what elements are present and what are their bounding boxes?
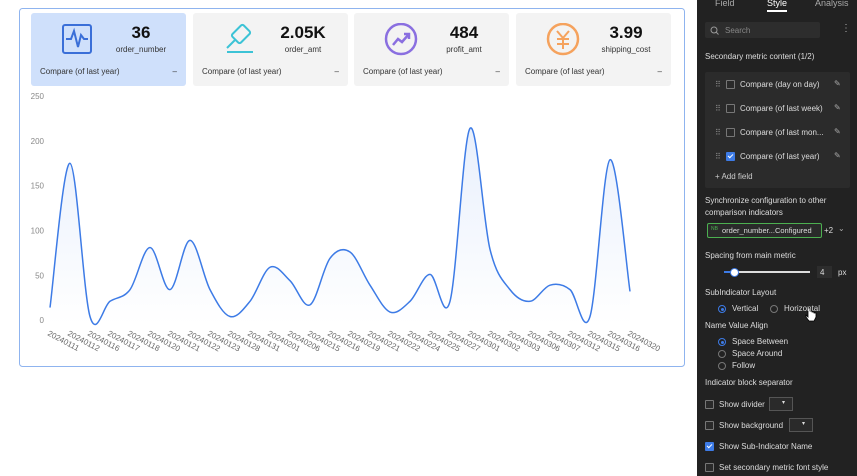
kpi-compare-value: – (172, 67, 177, 76)
metric-item: Compare (of last year) (740, 152, 820, 161)
y-tick-label: 50 (35, 271, 44, 280)
search-placeholder: Search (725, 26, 751, 35)
chart-frame (19, 8, 685, 367)
add-field[interactable]: + Add field (715, 172, 753, 181)
sync-tag[interactable]: NB order_number...Configured (707, 223, 822, 238)
checkbox[interactable] (726, 152, 735, 161)
kpi-name: shipping_cost (601, 45, 651, 54)
y-tick-label: 0 (40, 316, 45, 325)
option-label: Set secondary metric font style (719, 463, 829, 472)
tab[interactable]: Analysis (815, 0, 849, 8)
kpi-compare-value: – (495, 67, 500, 76)
drag-handle[interactable]: ⠿ (715, 104, 721, 113)
edit-icon[interactable]: ✎ (834, 79, 841, 88)
checkbox[interactable] (705, 463, 714, 472)
checkbox[interactable] (705, 400, 714, 409)
kpi-value: 36 (131, 23, 151, 42)
drag-handle[interactable]: ⠿ (715, 80, 721, 89)
y-tick-label: 150 (31, 182, 45, 191)
radio-label: Space Around (732, 349, 783, 358)
radio[interactable] (770, 305, 778, 313)
icon (226, 23, 253, 53)
option-label: Show divider (719, 400, 765, 409)
checkbox[interactable] (726, 80, 735, 89)
kpi-compare-value: – (657, 67, 662, 76)
line (49, 127, 631, 326)
kpi-card[interactable]: 2.05K order_amt Compare (of last year) – (193, 13, 348, 86)
line-area (50, 127, 630, 325)
sync-more[interactable]: +2 (824, 226, 834, 235)
kpi-compare: Compare (of last year) (363, 67, 443, 76)
dropdown-arrow: ⌄ (838, 224, 845, 233)
checkbox[interactable] (705, 442, 714, 451)
checkbox[interactable] (705, 421, 714, 430)
sync-label: Synchronize configuration to other compa… (705, 196, 827, 217)
edit-icon[interactable]: ✎ (834, 151, 841, 160)
drag-handle[interactable]: ⠿ (715, 152, 721, 161)
radio-label: Horizontal (784, 304, 821, 313)
checkbox[interactable] (726, 128, 735, 137)
layout-label: SubIndicator Layout (705, 288, 777, 297)
kpi-card[interactable]: 3.99 shipping_cost Compare (of last year… (516, 13, 671, 86)
kpi-compare: Compare (of last year) (40, 67, 120, 76)
kpi-value: 484 (449, 23, 479, 42)
search-box[interactable]: Search (705, 22, 820, 38)
drag-handle[interactable]: ⠿ (715, 128, 721, 137)
kpi-compare: Compare (of last year) (202, 67, 282, 76)
edit-icon[interactable]: ✎ (834, 127, 841, 136)
icon (384, 23, 418, 56)
search-icon (710, 26, 719, 35)
option-label: Show Sub-Indicator Name (719, 442, 813, 451)
slider-knob[interactable] (730, 268, 739, 277)
background-color[interactable]: ▾ (789, 418, 813, 432)
radio[interactable] (718, 362, 726, 370)
spacing-input[interactable]: 4 (817, 266, 832, 278)
kpi-compare-value: – (334, 67, 339, 76)
more-icon[interactable]: ⋮ (841, 23, 851, 34)
kpi-value: 3.99 (609, 23, 643, 42)
slider-track (724, 271, 810, 273)
cursor (805, 307, 817, 322)
radio-label: Space Between (732, 337, 789, 346)
metric-item: Compare (of last week) (740, 104, 823, 113)
checkbox[interactable] (726, 104, 735, 113)
kpi-value: 2.05K (280, 23, 326, 42)
y-tick-label: 100 (31, 227, 45, 236)
slider-fill (724, 271, 734, 273)
spacing-value: 4 (820, 268, 825, 277)
align-label: Name Value Align (705, 321, 768, 330)
y-tick-label: 200 (31, 137, 45, 146)
section-title: Secondary metric content (1/2) (705, 52, 815, 61)
kpi-card[interactable]: 484 profit_amt Compare (of last year) – (354, 13, 509, 86)
kpi-name: order_number (115, 45, 167, 54)
y-tick-label: 250 (31, 92, 45, 101)
kpi-compare: Compare (of last year) (525, 67, 605, 76)
radio-label: Follow (732, 361, 756, 370)
spacing-label: Spacing from main metric (705, 251, 796, 260)
radio[interactable] (718, 338, 726, 346)
chart: 0501001502002502024011120240112202401162… (19, 8, 685, 367)
spacing-unit: px (838, 268, 847, 277)
settings-panel: Field Style Analysis Search ⋮ Secondary … (697, 0, 857, 476)
divider-color[interactable]: ▾ (769, 397, 793, 411)
kpi-name: profit_amt (446, 45, 482, 54)
radio[interactable] (718, 305, 726, 313)
separator-label: Indicator block separator (705, 378, 793, 387)
icon (62, 24, 92, 54)
tab[interactable]: Style (767, 0, 788, 12)
icon (546, 23, 580, 56)
radio[interactable] (718, 350, 726, 358)
radio-label: Vertical (732, 304, 759, 313)
kpi-card[interactable]: 36 order_number Compare (of last year) – (31, 13, 186, 86)
sync-tag-label: order_number...Configured (722, 226, 812, 235)
metric-item: Compare (of last mon... (740, 128, 824, 137)
tab[interactable]: Field (715, 0, 735, 8)
add-field-label: Add field (721, 172, 753, 181)
edit-icon[interactable]: ✎ (834, 103, 841, 112)
kpi-name: order_amt (284, 45, 322, 54)
option-label: Show background (719, 421, 784, 430)
metric-item: Compare (day on day) (740, 80, 820, 89)
